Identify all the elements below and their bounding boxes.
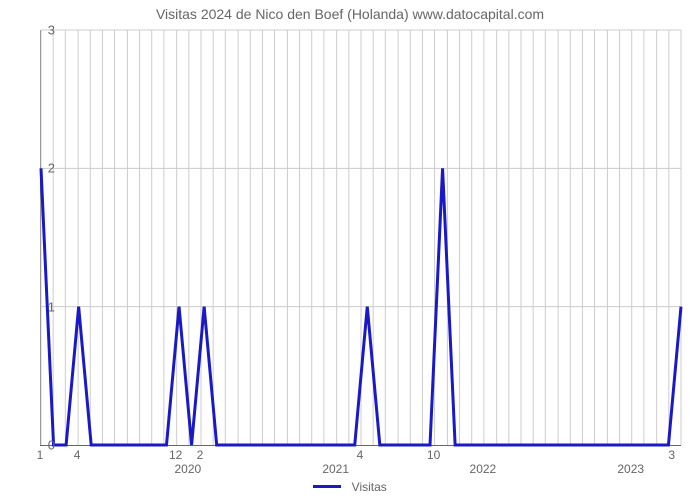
y-tick-label: 1 xyxy=(35,299,55,314)
x-month-label: 3 xyxy=(668,448,675,462)
legend: Visitas xyxy=(0,478,700,496)
x-month-label: 12 xyxy=(169,448,182,462)
x-year-label: 2023 xyxy=(617,462,644,476)
legend-label: Visitas xyxy=(352,480,387,494)
x-month-label: 4 xyxy=(74,448,81,462)
x-month-label: 2 xyxy=(197,448,204,462)
y-tick-label: 2 xyxy=(35,161,55,176)
x-year-label: 2022 xyxy=(470,462,497,476)
y-tick-label: 3 xyxy=(35,23,55,38)
chart-title: Visitas 2024 de Nico den Boef (Holanda) … xyxy=(0,6,700,22)
x-month-label: 10 xyxy=(427,448,440,462)
x-month-label: 1 xyxy=(37,448,44,462)
x-year-label: 2021 xyxy=(322,462,349,476)
line-chart-svg xyxy=(41,30,681,445)
legend-swatch xyxy=(313,485,341,488)
plot-area xyxy=(40,30,681,446)
x-year-label: 2020 xyxy=(174,462,201,476)
x-month-label: 4 xyxy=(357,448,364,462)
